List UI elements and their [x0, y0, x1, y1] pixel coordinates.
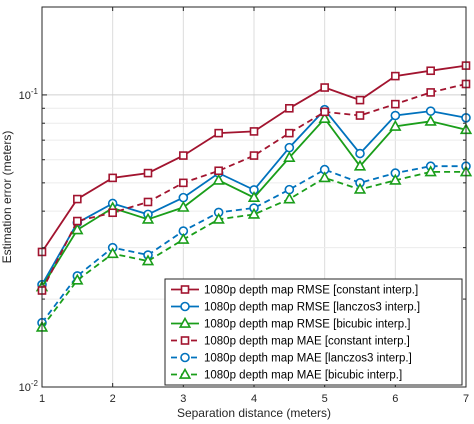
marker-square — [214, 166, 223, 176]
marker-square — [179, 151, 188, 160]
marker-circle — [284, 184, 295, 195]
marker-circle — [355, 148, 365, 159]
marker-square — [355, 95, 365, 105]
marker-square — [143, 197, 153, 207]
marker-triangle — [353, 182, 367, 194]
marker-square — [143, 168, 153, 178]
legend-label: 1080p depth map RMSE [constant interp.] — [204, 285, 418, 297]
marker-square — [426, 66, 435, 76]
marker-circle — [180, 352, 190, 363]
marker-square — [73, 216, 82, 226]
marker-circle — [425, 106, 436, 116]
marker-triangle — [318, 171, 331, 183]
x-axis-label: Separation distance (meters) — [177, 406, 331, 420]
marker-triangle — [283, 192, 296, 204]
y-tick-base: 10 — [19, 90, 31, 102]
legend: 1080p depth map RMSE [constant interp.] 1… — [164, 278, 463, 386]
x-tick-label: 6 — [392, 393, 398, 405]
x-tick-label: 1 — [39, 393, 45, 405]
marker-triangle — [212, 173, 225, 185]
marker-triangle — [212, 212, 225, 224]
legend-label: 1080p depth map RMSE [bicubic interp.] — [204, 319, 410, 331]
marker-square — [180, 285, 190, 294]
marker-square — [320, 83, 329, 92]
marker-triangle — [283, 150, 296, 163]
y-tick-label: 10-1 — [19, 87, 39, 102]
marker-triangle — [318, 111, 331, 123]
marker-square — [391, 99, 400, 109]
marker-square — [180, 336, 190, 345]
series-layer — [35, 61, 473, 332]
marker-square — [108, 173, 117, 183]
marker-triangle — [353, 159, 367, 171]
x-tick-label: 5 — [322, 393, 328, 405]
legend-label: 1080p depth map MAE [constant interp.] — [204, 336, 410, 348]
marker-triangle — [247, 190, 261, 203]
tick-labels: 1 2 3 4 5 6 710-210-1 — [19, 87, 469, 405]
legend-label: 1080p depth map RMSE [lanczos3 interp.] — [204, 302, 420, 314]
x-tick-label: 2 — [110, 393, 116, 405]
marker-circle — [284, 142, 295, 153]
marker-square — [249, 127, 259, 136]
marker-square — [214, 128, 223, 138]
marker-triangle — [424, 114, 437, 126]
legend-label: 1080p depth map MAE [bicubic interp.] — [204, 370, 402, 382]
marker-triangle — [106, 247, 119, 259]
y-tick-base: 10 — [19, 382, 31, 394]
marker-triangle — [178, 316, 192, 328]
marker-triangle — [71, 223, 84, 235]
y-tick-label: 10-2 — [19, 379, 39, 394]
marker-square — [426, 88, 435, 97]
marker-triangle — [141, 212, 155, 224]
marker-circle — [390, 110, 401, 121]
marker-square — [179, 178, 188, 188]
marker-triangle — [141, 254, 155, 266]
marker-triangle — [247, 207, 261, 219]
y-tick-exponent: -2 — [31, 379, 39, 388]
marker-square — [108, 208, 117, 218]
y-tick-exponent: -1 — [31, 87, 39, 96]
marker-square — [285, 128, 294, 138]
axes — [41, 6, 467, 388]
marker-square — [320, 107, 329, 117]
legend-box — [164, 278, 463, 386]
marker-triangle — [178, 367, 192, 379]
marker-triangle — [389, 173, 402, 185]
legend-item: 1080p depth map RMSE [constant interp.] — [171, 285, 418, 297]
marker-circle — [178, 192, 189, 203]
marker-square — [355, 111, 365, 120]
marker-square — [249, 151, 259, 160]
marker-square — [391, 71, 400, 81]
legend-item: 1080p depth map MAE [constant interp.] — [171, 336, 410, 348]
marker-triangle — [424, 165, 437, 177]
legend-item: 1080p depth map MAE [lanczos3 interp.] — [171, 353, 412, 365]
series-6 — [35, 165, 473, 332]
marker-square — [73, 194, 82, 204]
x-tick-label: 4 — [251, 393, 257, 405]
marker-triangle — [177, 200, 190, 212]
x-tick-label: 7 — [463, 393, 469, 405]
legend-item: 1080p depth map MAE [bicubic interp.] — [171, 367, 402, 382]
legend-label: 1080p depth map MAE [lanczos3 interp.] — [204, 353, 412, 365]
x-tick-label: 3 — [180, 393, 186, 405]
marker-triangle — [71, 273, 84, 285]
marker-circle — [180, 301, 190, 312]
marker-square — [285, 103, 294, 113]
legend-item: 1080p depth map RMSE [lanczos3 interp.] — [171, 302, 420, 314]
y-axis-label: Estimation error (meters) — [0, 131, 14, 264]
marker-triangle — [389, 119, 402, 131]
marker-triangle — [177, 232, 190, 244]
legend-item: 1080p depth map RMSE [bicubic interp.] — [171, 316, 410, 331]
